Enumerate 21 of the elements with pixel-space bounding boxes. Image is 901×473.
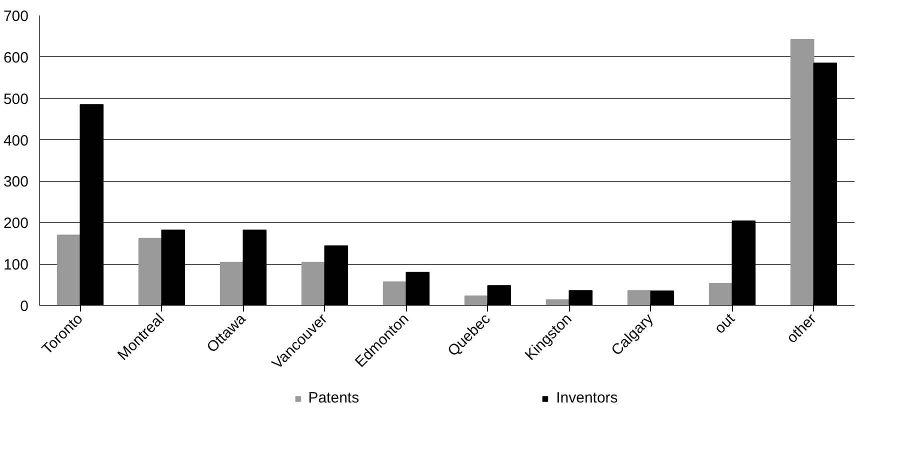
bar	[301, 262, 326, 306]
bar	[382, 281, 407, 306]
y-tick-label: 200	[3, 215, 29, 232]
bar	[138, 238, 162, 306]
y-tick-label: 600	[3, 49, 29, 66]
bar	[220, 262, 244, 306]
bar	[546, 299, 570, 306]
legend-label: Patents	[308, 390, 360, 406]
y-tick-label: 400	[3, 132, 29, 150]
y-tick-label: 300	[3, 174, 29, 191]
bar	[464, 295, 488, 306]
bar	[790, 39, 814, 306]
x-tick-label: out	[711, 310, 739, 338]
y-tick-label: 0	[20, 298, 28, 315]
y-tick-label: 700	[3, 8, 29, 25]
bar	[627, 290, 652, 306]
bar	[708, 283, 733, 306]
bar	[56, 234, 81, 306]
y-tick-label: 100	[3, 256, 29, 274]
y-tick-label: 500	[3, 90, 29, 108]
legend-label: Inventors	[556, 390, 618, 406]
